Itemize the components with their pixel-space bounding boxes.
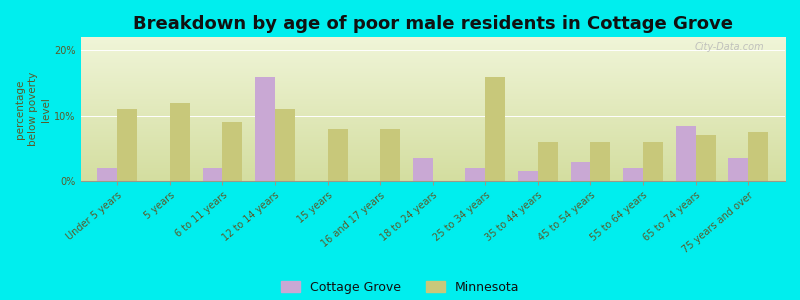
Title: Breakdown by age of poor male residents in Cottage Grove: Breakdown by age of poor male residents …: [133, 15, 733, 33]
Bar: [328, 129, 348, 181]
Bar: [170, 103, 190, 181]
Text: City-Data.com: City-Data.com: [694, 42, 764, 52]
Y-axis label: percentage
below poverty
level: percentage below poverty level: [15, 72, 51, 146]
Bar: [518, 172, 538, 181]
Bar: [202, 168, 222, 181]
Bar: [590, 142, 610, 181]
Bar: [728, 158, 748, 181]
Bar: [118, 109, 138, 181]
Bar: [380, 129, 400, 181]
Bar: [570, 162, 590, 181]
Bar: [275, 109, 295, 181]
Bar: [676, 126, 696, 181]
Bar: [486, 76, 506, 181]
Bar: [623, 168, 643, 181]
Legend: Cottage Grove, Minnesota: Cottage Grove, Minnesota: [281, 281, 519, 294]
Bar: [538, 142, 558, 181]
Bar: [748, 132, 768, 181]
Bar: [413, 158, 433, 181]
Bar: [98, 168, 118, 181]
Bar: [696, 136, 716, 181]
Bar: [466, 168, 486, 181]
Bar: [643, 142, 663, 181]
Bar: [255, 76, 275, 181]
Bar: [222, 122, 242, 181]
